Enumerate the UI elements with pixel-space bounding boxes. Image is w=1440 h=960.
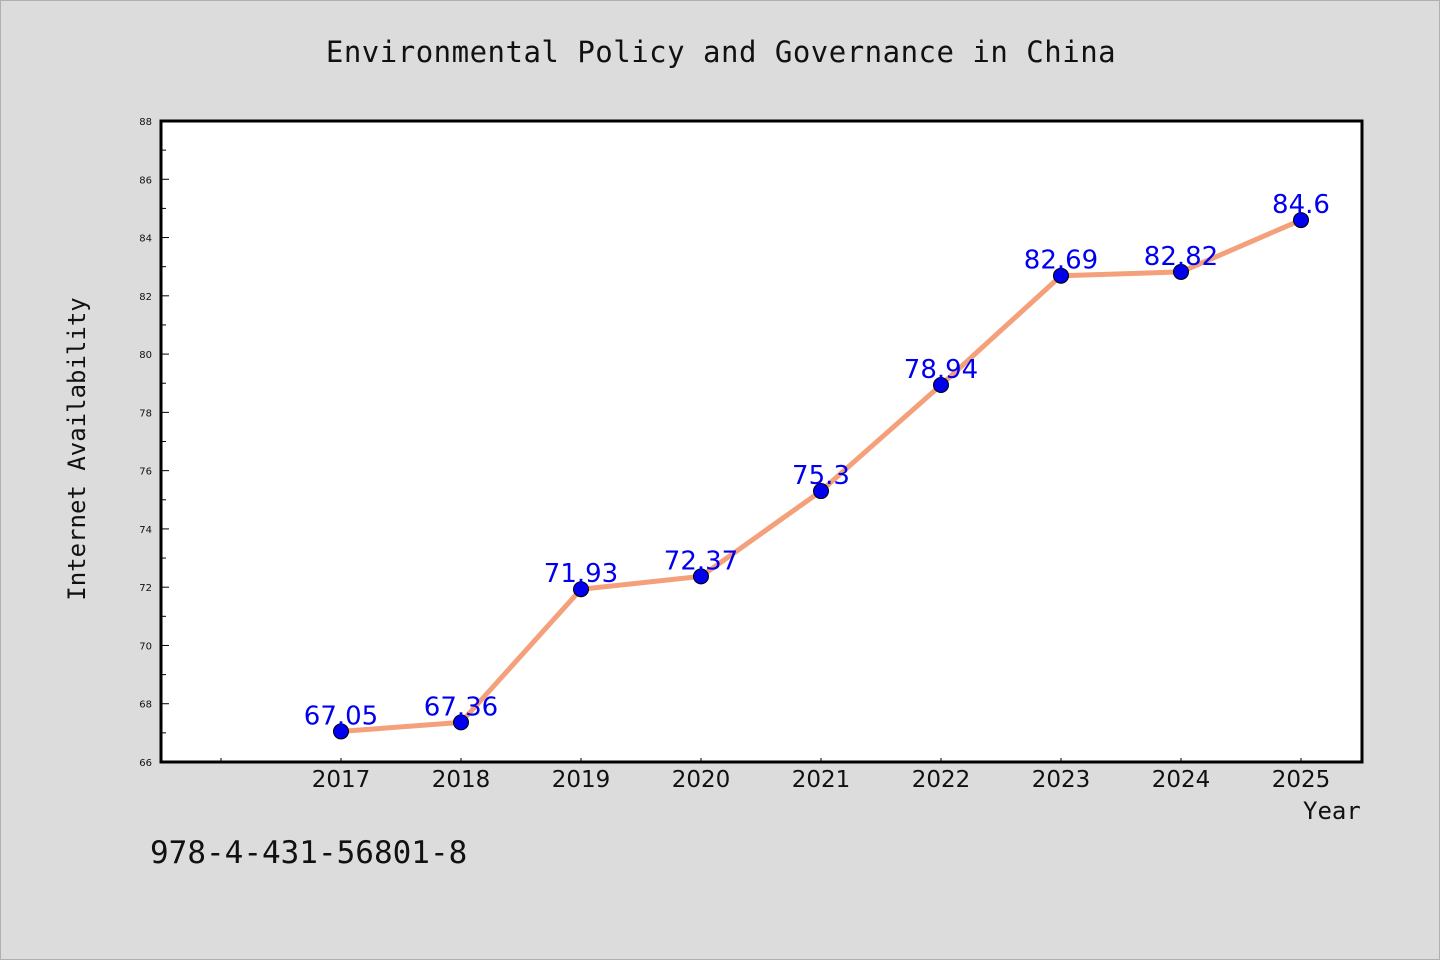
data-label: 82.82 bbox=[1144, 242, 1218, 272]
data-label: 84.6 bbox=[1272, 190, 1330, 220]
y-tick-label: 78 bbox=[139, 408, 152, 419]
x-tick-label: 2017 bbox=[312, 767, 371, 793]
y-tick-label: 76 bbox=[139, 467, 152, 478]
data-labels: 67.05 67.36 71.93 72.37 75.3 78.94 82.69 82.82 8… bbox=[304, 190, 1330, 731]
chart-title: Environmental Policy and Governance in C… bbox=[325, 35, 1117, 69]
x-tick-label: 2021 bbox=[792, 767, 851, 793]
y-tick-label: 74 bbox=[139, 525, 152, 536]
x-tick-label: 2020 bbox=[672, 767, 731, 793]
data-point bbox=[813, 483, 829, 500]
data-point bbox=[453, 714, 469, 731]
data-label: 78.94 bbox=[904, 355, 978, 385]
data-label: 71.93 bbox=[544, 559, 618, 589]
y-tick-label: 82 bbox=[139, 292, 152, 303]
x-tick-label: 2018 bbox=[432, 767, 491, 793]
data-point bbox=[933, 376, 949, 393]
x-tick-label: 2022 bbox=[912, 767, 971, 793]
data-label: 82.69 bbox=[1024, 246, 1098, 276]
x-tick-label: 2019 bbox=[552, 767, 611, 793]
data-point bbox=[1173, 263, 1189, 280]
y-tick-label: 68 bbox=[139, 700, 152, 711]
data-point bbox=[573, 581, 589, 598]
y-tick-label: 86 bbox=[139, 175, 152, 186]
y-axis: 66 68 70 72 74 76 78 80 82 84 86 88 bbox=[139, 117, 169, 769]
footer-code: 978-4-431-56801-8 bbox=[150, 835, 468, 871]
data-label: 67.05 bbox=[304, 701, 378, 731]
y-tick-label: 80 bbox=[139, 350, 152, 361]
series-markers bbox=[333, 212, 1309, 740]
data-point bbox=[333, 723, 349, 740]
x-axis: 2017 2018 2019 2020 2021 2022 2023 2024 2025 bbox=[220, 758, 1331, 793]
x-axis-label: Year bbox=[1303, 797, 1361, 825]
y-tick-label: 84 bbox=[139, 234, 152, 245]
data-label: 67.36 bbox=[424, 692, 498, 722]
x-tick-label: 2025 bbox=[1272, 767, 1331, 793]
y-tick-label: 70 bbox=[139, 641, 152, 652]
data-label: 75.3 bbox=[792, 461, 850, 491]
y-tick-label: 66 bbox=[139, 758, 152, 769]
data-point bbox=[693, 568, 709, 585]
data-point bbox=[1293, 212, 1309, 229]
y-tick-label: 88 bbox=[139, 117, 152, 128]
data-point bbox=[1053, 267, 1069, 284]
x-tick-label: 2024 bbox=[1152, 767, 1211, 793]
y-tick-label: 72 bbox=[139, 583, 152, 594]
plot-area bbox=[159, 119, 1364, 764]
data-label: 72.37 bbox=[664, 546, 738, 576]
x-tick-label: 2023 bbox=[1032, 767, 1091, 793]
